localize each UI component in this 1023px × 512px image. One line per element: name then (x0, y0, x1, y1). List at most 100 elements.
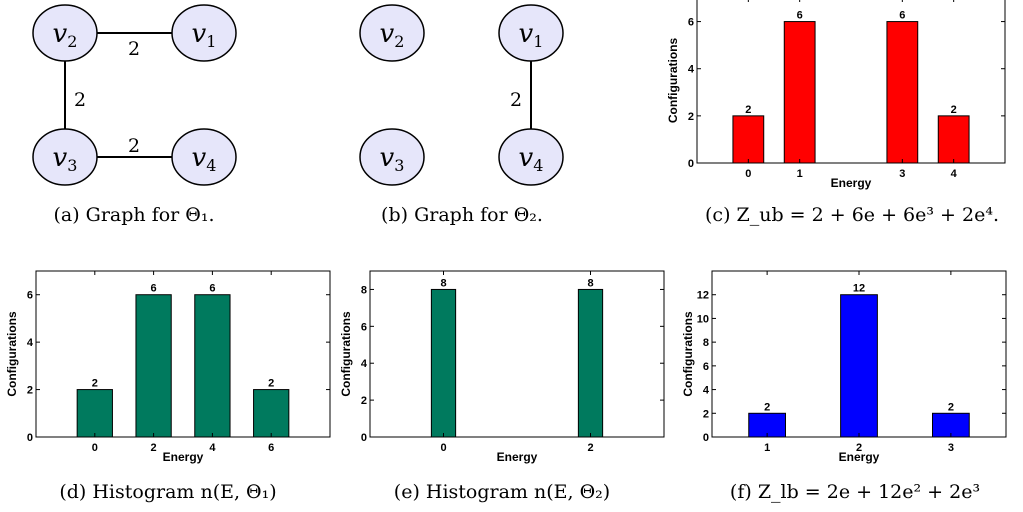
y-tick-label: 6 (27, 290, 33, 302)
data-label: 2 (745, 104, 751, 116)
data-label: 2 (764, 401, 770, 413)
y-tick-label: 6 (688, 17, 694, 29)
data-label: 12 (853, 283, 865, 295)
data-label: 2 (951, 104, 957, 116)
edge-weight-v2-v1: 2 (128, 38, 140, 60)
y-tick-label: 2 (361, 395, 367, 407)
x-axis-label: Energy (839, 450, 880, 464)
node-v1: v1 (171, 4, 237, 62)
x-tick-label: 3 (948, 442, 954, 454)
plot-frame (369, 270, 665, 438)
svg-text:v2: v2 (380, 19, 405, 51)
caption-e: (e) Histogram n(E, Θ₂) (394, 481, 610, 503)
caption-b: (b) Graph for Θ₂. (381, 204, 543, 226)
node-v2: v2 (359, 4, 425, 62)
x-tick-label: 0 (440, 442, 446, 454)
y-tick-label: 0 (688, 158, 694, 170)
x-tick-label: 6 (268, 442, 274, 454)
x-tick-label: 4 (209, 442, 216, 454)
bar (732, 115, 765, 164)
plot-frame (35, 270, 331, 438)
y-tick-label: 2 (27, 385, 33, 397)
x-tick-label: 2 (856, 442, 862, 454)
chart-d: 2 6 6 2 0 2 4 6 0 2 4 6 Energy Configurations (5, 270, 331, 464)
panel-a-graph: 2 2 2 v2 v1 v3 v4 (a) Graph for Θ₁. (32, 4, 237, 226)
x-tick-label: 3 (899, 168, 905, 180)
bar (430, 288, 457, 438)
caption-f: (f) Z_lb = 2e + 12e² + 2e³ (730, 481, 980, 503)
y-tick-label: 2 (703, 408, 709, 420)
bar (135, 294, 172, 438)
svg-text:v4: v4 (192, 143, 217, 175)
y-tick-label: 0 (27, 432, 33, 444)
y-axis-label: Configurations (339, 311, 353, 397)
data-label: 6 (797, 10, 803, 22)
data-label: 2 (92, 378, 98, 390)
svg-text:v2: v2 (53, 19, 78, 51)
svg-text:v1: v1 (519, 19, 544, 51)
data-label: 6 (899, 10, 905, 22)
svg-text:v4: v4 (519, 143, 544, 175)
data-label: 8 (440, 277, 446, 289)
x-tick-label: 2 (151, 442, 157, 454)
edge-weight-v1-v4: 2 (510, 89, 522, 111)
data-label: 8 (587, 277, 593, 289)
y-tick-label: 2 (688, 111, 694, 123)
plot-frame (696, 0, 1006, 164)
bar (840, 294, 878, 438)
x-tick-label: 1 (797, 168, 803, 180)
y-axis-label: Configurations (5, 311, 19, 397)
y-tick-label: 0 (703, 432, 709, 444)
bar (937, 115, 970, 164)
chart-e: 8 8 0 2 4 6 8 0 2 Energy Configurations (339, 270, 665, 464)
bar (76, 389, 113, 438)
svg-text:v3: v3 (53, 143, 78, 175)
x-tick-label: 0 (92, 442, 98, 454)
edge-weight-v3-v4: 2 (128, 135, 140, 157)
y-tick-label: 12 (697, 290, 709, 302)
data-label: 6 (209, 283, 215, 295)
y-tick-label: 0 (361, 432, 367, 444)
data-label: 2 (948, 401, 954, 413)
caption-a: (a) Graph for Θ₁. (53, 204, 214, 226)
y-axis-label: Configurations (666, 38, 680, 124)
data-label: 6 (151, 283, 157, 295)
y-tick-label: 4 (688, 64, 695, 76)
y-tick-label: 4 (361, 358, 368, 370)
x-tick-label: 1 (764, 442, 770, 454)
node-v1: v1 (498, 4, 564, 62)
x-tick-label: 0 (745, 168, 751, 180)
node-v3: v3 (32, 128, 98, 186)
caption-c: (c) Z_ub = 2 + 6e + 6e³ + 2e⁴. (705, 204, 999, 226)
bar (783, 21, 816, 164)
y-tick-label: 10 (697, 313, 709, 325)
bar (194, 294, 231, 438)
x-axis-label: Energy (831, 176, 872, 190)
x-axis-label: Energy (163, 450, 204, 464)
x-tick-label: 4 (951, 168, 958, 180)
x-axis-label: Energy (497, 450, 538, 464)
node-v3: v3 (359, 128, 425, 186)
x-tick-label: 2 (587, 442, 593, 454)
y-tick-label: 6 (361, 321, 367, 333)
y-axis-label: Configurations (681, 311, 695, 397)
node-v2: v2 (32, 4, 98, 62)
bar (577, 288, 604, 438)
bar (886, 21, 919, 164)
bar (253, 389, 290, 438)
caption-d: (d) Histogram n(E, Θ₁) (59, 481, 276, 503)
svg-text:v3: v3 (380, 143, 405, 175)
panel-b-graph: 2 v2 v1 v3 v4 (b) Graph for Θ₂. (359, 4, 564, 226)
y-tick-label: 8 (703, 337, 709, 349)
data-label: 2 (268, 378, 274, 390)
node-v4: v4 (171, 128, 237, 186)
edge-weight-v2-v3: 2 (74, 89, 86, 111)
y-tick-label: 4 (27, 337, 34, 349)
y-tick-label: 8 (361, 284, 367, 296)
y-tick-label: 6 (703, 361, 709, 373)
chart-c: 2 6 6 2 0 2 4 6 0 1 3 4 Energy Configurations (666, 0, 1006, 190)
y-tick-label: 4 (703, 385, 710, 397)
svg-text:v1: v1 (192, 19, 217, 51)
